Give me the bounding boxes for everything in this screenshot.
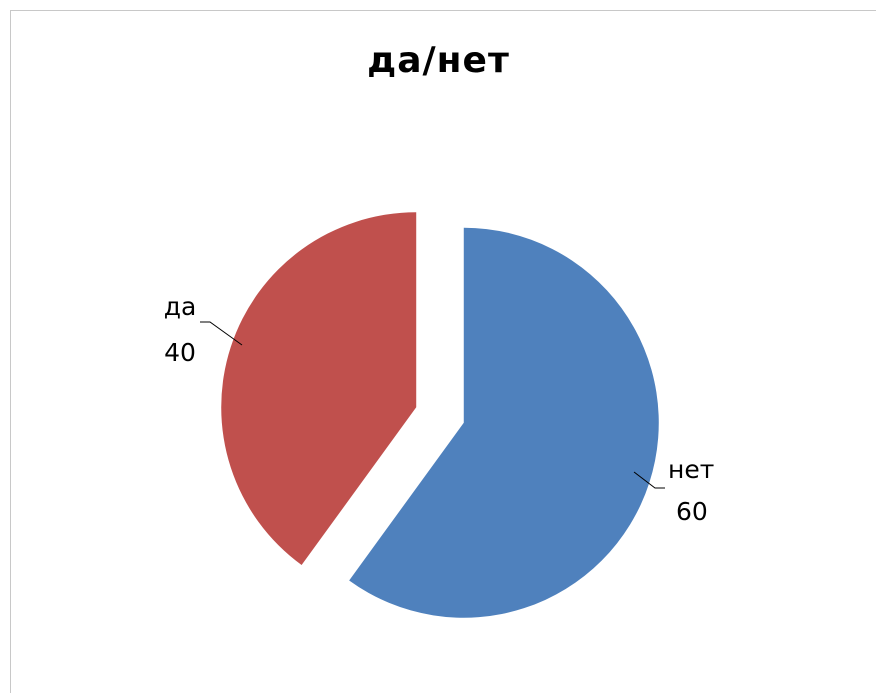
- leader-line: [200, 321, 243, 346]
- pie-slice-net: [349, 227, 659, 618]
- pie-slices: [221, 212, 659, 618]
- pie-labels: нет 60 да 40: [164, 292, 715, 526]
- data-label-value: 60: [676, 497, 708, 526]
- data-label-category: да: [164, 292, 197, 321]
- chart-title: да/нет: [367, 40, 510, 81]
- leader-line: [633, 471, 665, 489]
- data-label-value: 40: [164, 338, 196, 367]
- data-label-category: нет: [668, 455, 714, 484]
- pie-slice-da: [221, 212, 417, 566]
